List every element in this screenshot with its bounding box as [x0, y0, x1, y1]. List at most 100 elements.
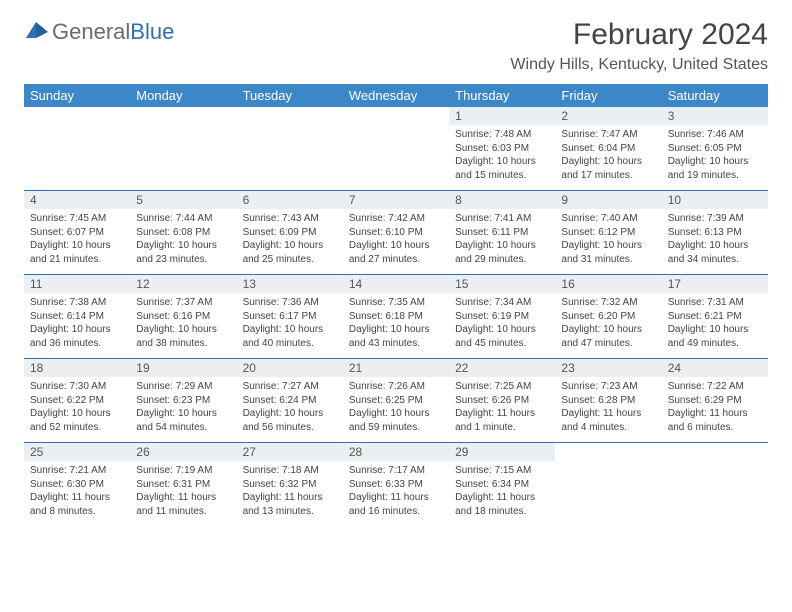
daylight-line: Daylight: 10 hours and 31 minutes.: [561, 239, 655, 266]
calendar-cell: 16Sunrise: 7:32 AMSunset: 6:20 PMDayligh…: [555, 275, 661, 359]
calendar-cell: 20Sunrise: 7:27 AMSunset: 6:24 PMDayligh…: [237, 359, 343, 443]
sunset-line: Sunset: 6:11 PM: [455, 226, 549, 240]
daylight-line: Daylight: 11 hours and 8 minutes.: [30, 491, 124, 518]
day-number: 1: [449, 107, 555, 125]
brand-part1: General: [52, 19, 130, 44]
sunset-line: Sunset: 6:31 PM: [136, 478, 230, 492]
sunrise-line: Sunrise: 7:29 AM: [136, 380, 230, 394]
daylight-line: Daylight: 10 hours and 36 minutes.: [30, 323, 124, 350]
day-number: 14: [343, 275, 449, 293]
calendar-cell: 17Sunrise: 7:31 AMSunset: 6:21 PMDayligh…: [662, 275, 768, 359]
daylight-line: Daylight: 11 hours and 11 minutes.: [136, 491, 230, 518]
calendar-body: 1 Sunrise: 7:48 AMSunset: 6:03 PM Daylight…: [24, 107, 768, 526]
calendar-cell: 27 Sunrise: 7:18 AMSunset: 6:32 PMDayligh…: [237, 443, 343, 527]
sunset-line: Sunset: 6:13 PM: [668, 226, 762, 240]
sunrise-line: Sunrise: 7:45 AM: [30, 212, 124, 226]
day-number: 21: [343, 359, 449, 377]
daylight-line: Daylight: 10 hours and 23 minutes.: [136, 239, 230, 266]
weekday-header: Tuesday: [237, 84, 343, 107]
daylight-line: Daylight: 10 hours and 40 minutes.: [243, 323, 337, 350]
sunset-line: Sunset: 6:07 PM: [30, 226, 124, 240]
weekday-header-row: SundayMondayTuesdayWednesdayThursdayFrid…: [24, 84, 768, 107]
calendar-cell: 25Sunrise: 7:21 AMSunset: 6:30 PMDayligh…: [24, 443, 130, 527]
sunset-line: Sunset: 6:18 PM: [349, 310, 443, 324]
sunrise-line: Sunrise: 7:48 AM: [455, 128, 549, 142]
sunrise-line: Sunrise: 7:26 AM: [349, 380, 443, 394]
calendar-cell: 5Sunrise: 7:44 AMSunset: 6:08 PMDaylight…: [130, 191, 236, 275]
sunset-line: Sunset: 6:10 PM: [349, 226, 443, 240]
calendar-row: 18Sunrise: 7:30 AMSunset: 6:22 PMDayligh…: [24, 359, 768, 443]
daylight-line: Daylight: 10 hours and 56 minutes.: [243, 407, 337, 434]
calendar-cell: 13Sunrise: 7:36 AMSunset: 6:17 PMDayligh…: [237, 275, 343, 359]
day-number: 25: [24, 443, 130, 461]
day-number: 16: [555, 275, 661, 293]
sunset-line: Sunset: 6:32 PM: [243, 478, 337, 492]
sunrise-line: Sunrise: 7:22 AM: [668, 380, 762, 394]
day-number: 29: [449, 443, 555, 461]
day-number: 27: [237, 443, 343, 461]
weekday-header: Saturday: [662, 84, 768, 107]
calendar-row: 4 Sunrise: 7:45 AMSunset: 6:07 PM Daylight…: [24, 191, 768, 275]
calendar-cell: 4Sunrise: 7:45 AMSunset: 6:07 PMDaylight…: [24, 191, 130, 275]
day-number: 18: [24, 359, 130, 377]
sunset-line: Sunset: 6:24 PM: [243, 394, 337, 408]
weekday-header: Sunday: [24, 84, 130, 107]
header: GeneralBlue February 2024 Windy Hills, K…: [24, 18, 768, 74]
calendar-cell: 22Sunrise: 7:25 AMSunset: 6:26 PMDayligh…: [449, 359, 555, 443]
daylight-line: Daylight: 11 hours and 13 minutes.: [243, 491, 337, 518]
sunrise-line: Sunrise: 7:42 AM: [349, 212, 443, 226]
calendar-cell: 3Sunrise: 7:46 AMSunset: 6:05 PMDaylight…: [662, 107, 768, 191]
sunrise-line: Sunrise: 7:37 AM: [136, 296, 230, 310]
calendar-cell: 29Sunrise: 7:15 AMSunset: 6:34 PMDayligh…: [449, 443, 555, 527]
sunrise-line: Sunrise: 7:39 AM: [668, 212, 762, 226]
day-number: 23: [555, 359, 661, 377]
day-number: 4: [24, 191, 130, 209]
weekday-header: Monday: [130, 84, 236, 107]
day-number: 28: [343, 443, 449, 461]
calendar-cell: 10Sunrise: 7:39 AMSunset: 6:13 PMDayligh…: [662, 191, 768, 275]
calendar-cell: 1Sunrise: 7:48 AMSunset: 6:03 PMDaylight…: [449, 107, 555, 191]
daylight-line: Daylight: 10 hours and 49 minutes.: [668, 323, 762, 350]
calendar-cell: 12Sunrise: 7:37 AMSunset: 6:16 PMDayligh…: [130, 275, 236, 359]
daylight-line: Daylight: 10 hours and 52 minutes.: [30, 407, 124, 434]
day-number: 24: [662, 359, 768, 377]
calendar-cell: 6Sunrise: 7:43 AMSunset: 6:09 PMDaylight…: [237, 191, 343, 275]
calendar-cell: [130, 107, 236, 191]
logo-mark-icon: [24, 18, 50, 45]
day-number: 26: [130, 443, 236, 461]
sunrise-line: Sunrise: 7:47 AM: [561, 128, 655, 142]
sunset-line: Sunset: 6:33 PM: [349, 478, 443, 492]
calendar-cell: [555, 443, 661, 527]
sunrise-line: Sunrise: 7:35 AM: [349, 296, 443, 310]
calendar-cell: [662, 443, 768, 527]
sunset-line: Sunset: 6:16 PM: [136, 310, 230, 324]
sunset-line: Sunset: 6:28 PM: [561, 394, 655, 408]
sunrise-line: Sunrise: 7:38 AM: [30, 296, 124, 310]
daylight-line: Daylight: 10 hours and 17 minutes.: [561, 155, 655, 182]
daylight-line: Daylight: 10 hours and 47 minutes.: [561, 323, 655, 350]
calendar-cell: 21Sunrise: 7:26 AMSunset: 6:25 PMDayligh…: [343, 359, 449, 443]
sunset-line: Sunset: 6:03 PM: [455, 142, 549, 156]
daylight-line: Daylight: 10 hours and 45 minutes.: [455, 323, 549, 350]
calendar-cell: [343, 107, 449, 191]
calendar-cell: 15Sunrise: 7:34 AMSunset: 6:19 PMDayligh…: [449, 275, 555, 359]
title-block: February 2024 Windy Hills, Kentucky, Uni…: [510, 18, 768, 74]
daylight-line: Daylight: 10 hours and 25 minutes.: [243, 239, 337, 266]
calendar-cell: 11Sunrise: 7:38 AMSunset: 6:14 PMDayligh…: [24, 275, 130, 359]
calendar-cell: 24Sunrise: 7:22 AMSunset: 6:29 PMDayligh…: [662, 359, 768, 443]
calendar-row: 1 Sunrise: 7:48 AMSunset: 6:03 PM Daylight…: [24, 107, 768, 191]
calendar-row: 25Sunrise: 7:21 AMSunset: 6:30 PMDayligh…: [24, 443, 768, 527]
sunrise-line: Sunrise: 7:36 AM: [243, 296, 337, 310]
calendar-cell: 14Sunrise: 7:35 AMSunset: 6:18 PMDayligh…: [343, 275, 449, 359]
sunset-line: Sunset: 6:20 PM: [561, 310, 655, 324]
sunrise-line: Sunrise: 7:18 AM: [243, 464, 337, 478]
day-number: 13: [237, 275, 343, 293]
sunrise-line: Sunrise: 7:31 AM: [668, 296, 762, 310]
brand-logo: GeneralBlue: [24, 18, 174, 45]
calendar-cell: 23Sunrise: 7:23 AMSunset: 6:28 PMDayligh…: [555, 359, 661, 443]
calendar-cell: [237, 107, 343, 191]
calendar-cell: 7Sunrise: 7:42 AMSunset: 6:10 PMDaylight…: [343, 191, 449, 275]
sunrise-line: Sunrise: 7:19 AM: [136, 464, 230, 478]
sunrise-line: Sunrise: 7:15 AM: [455, 464, 549, 478]
calendar-cell: 9Sunrise: 7:40 AMSunset: 6:12 PMDaylight…: [555, 191, 661, 275]
